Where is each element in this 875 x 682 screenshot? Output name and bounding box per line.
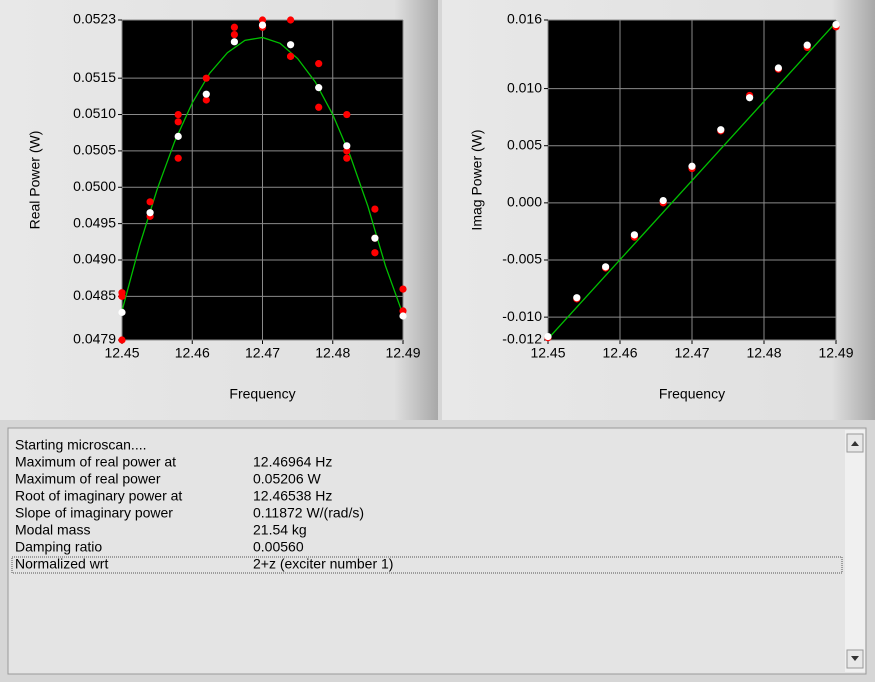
x-tick-label: 12.48 xyxy=(746,345,781,361)
data-point xyxy=(746,94,754,102)
data-point xyxy=(146,209,154,217)
x-tick-label: 12.45 xyxy=(530,345,565,361)
data-point xyxy=(688,162,696,170)
data-point xyxy=(174,110,182,119)
data-point xyxy=(371,249,379,257)
x-tick-label: 12.49 xyxy=(385,345,420,361)
data-point xyxy=(202,90,210,98)
data-point xyxy=(315,84,323,92)
data-point xyxy=(118,336,126,344)
y-tick-label: -0.010 xyxy=(502,308,542,324)
data-point xyxy=(287,52,295,60)
data-point xyxy=(371,234,379,242)
data-point xyxy=(399,307,407,315)
y-tick-label: 0.0510 xyxy=(73,105,116,121)
log-value: 0.11872 W/(rad/s) xyxy=(253,505,364,521)
data-point xyxy=(399,285,407,293)
data-point xyxy=(602,263,610,271)
log-value: 21.54 kg xyxy=(253,522,307,538)
y-tick-label: 0.0479 xyxy=(73,331,116,347)
log-value: 2+z (exciter number 1) xyxy=(253,556,393,572)
y-axis-label: Real Power (W) xyxy=(27,131,43,230)
data-point xyxy=(544,332,552,341)
data-point xyxy=(630,231,639,239)
fit-line xyxy=(547,21,837,340)
log-value: 12.46538 Hz xyxy=(253,488,332,504)
data-point xyxy=(230,23,238,31)
data-point xyxy=(118,308,126,316)
charts: 12.45 12.46 12.47 12.48 12.49 0.0479 0.0485 0.0… xyxy=(27,11,854,402)
data-point xyxy=(174,118,182,126)
data-point xyxy=(371,205,379,213)
data-point xyxy=(287,41,295,49)
y-tick-label: 0.0505 xyxy=(73,142,116,158)
x-tick-label: 12.45 xyxy=(104,345,139,361)
data-point xyxy=(202,96,210,104)
log: Starting microscan....Maximum of real po… xyxy=(11,437,843,574)
data-point xyxy=(287,16,295,24)
log-panel xyxy=(7,427,867,675)
data-point xyxy=(343,147,351,155)
data-point xyxy=(174,154,182,162)
x-tick-label: 12.49 xyxy=(818,345,853,361)
y-tick-label: 0.0485 xyxy=(73,287,116,303)
log-label: Slope of imaginary power xyxy=(15,505,173,521)
x-axis-label: Frequency xyxy=(659,386,725,402)
y-tick-label: 0.0495 xyxy=(73,214,116,230)
data-point xyxy=(343,142,351,150)
log-value: 12.46964 Hz xyxy=(253,454,332,470)
scrollbar[interactable] xyxy=(845,430,865,672)
data-point xyxy=(774,64,783,72)
y-tick-label: -0.012 xyxy=(502,331,542,347)
log-label: Modal mass xyxy=(15,522,90,538)
y-tick-label: 0.0490 xyxy=(73,251,116,267)
y-axis-label: Imag Power (W) xyxy=(469,129,485,230)
data-point xyxy=(399,312,407,320)
log-value: 0.05206 W xyxy=(253,471,321,487)
data-point xyxy=(315,60,323,68)
log-label: Maximum of real power at xyxy=(15,454,176,470)
data-point xyxy=(315,103,323,111)
y-tick-label: 0.010 xyxy=(507,79,542,95)
data-point xyxy=(258,21,267,29)
data-point xyxy=(832,20,840,29)
y-tick-label: 0.016 xyxy=(507,11,542,27)
data-point xyxy=(118,292,126,300)
log-label: Damping ratio xyxy=(15,539,102,555)
data-point xyxy=(659,196,667,205)
x-tick-label: 12.48 xyxy=(315,345,350,361)
log-line: Starting microscan.... xyxy=(15,437,147,453)
x-axis-label: Frequency xyxy=(229,386,295,402)
data-point xyxy=(202,74,210,82)
data-point xyxy=(174,132,182,140)
log-value: 0.00560 xyxy=(253,539,304,555)
y-tick-label: 0.0523 xyxy=(73,11,116,27)
data-point xyxy=(803,41,811,49)
y-tick-label: 0.000 xyxy=(507,194,542,210)
fit-line xyxy=(121,36,404,315)
y-tick-label: 0.0515 xyxy=(73,69,116,85)
scroll-up-arrow xyxy=(851,441,859,446)
y-tick-label: 0.0500 xyxy=(73,178,116,194)
scroll-down-arrow xyxy=(851,656,859,661)
data-point xyxy=(258,16,267,24)
data-point xyxy=(343,110,351,119)
data-point xyxy=(230,30,238,39)
x-tick-label: 12.47 xyxy=(674,345,709,361)
data-point xyxy=(146,198,154,206)
data-point xyxy=(343,154,351,162)
log-label: Normalized wrt xyxy=(15,556,108,572)
x-tick-label: 12.46 xyxy=(175,345,210,361)
y-tick-label: -0.005 xyxy=(502,251,542,267)
data-point xyxy=(230,38,238,46)
log-label: Root of imaginary power at xyxy=(15,488,182,504)
data-point xyxy=(573,294,581,302)
data-point xyxy=(717,126,725,134)
x-tick-label: 12.46 xyxy=(602,345,637,361)
x-tick-label: 12.47 xyxy=(245,345,280,361)
y-tick-label: 0.005 xyxy=(507,136,542,152)
log-label: Maximum of real power xyxy=(15,471,161,487)
focus-row xyxy=(11,556,843,574)
